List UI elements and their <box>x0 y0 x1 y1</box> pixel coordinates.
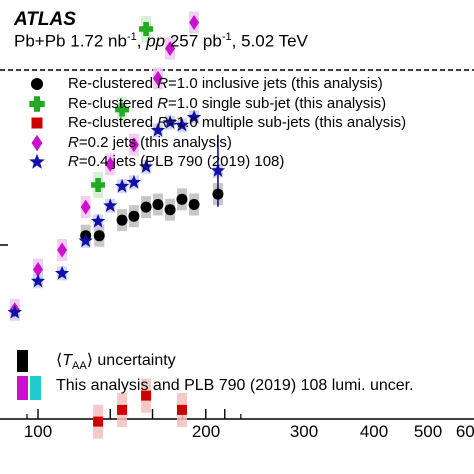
luminosity-label: Pb+Pb 1.72 nb-1, pp 257 pb-1, 5.02 TeV <box>14 31 308 52</box>
legend-text: =0.4 jets (PLB 790 (2019) 108) <box>78 153 285 170</box>
legend-entry-inclusive: Re-clustered R=1.0 inclusive jets (this … <box>68 75 383 92</box>
data-point-cross <box>139 22 154 36</box>
legend-var: R <box>157 75 169 92</box>
data-point-circle <box>164 204 176 216</box>
data-point-diamond <box>165 41 176 56</box>
energy-label: , 5.02 TeV <box>231 31 308 51</box>
data-point-square <box>93 416 104 427</box>
data-point-star <box>186 109 202 124</box>
taa-uncertainty-label: ⟨TAA⟩ uncertainty <box>56 352 176 375</box>
data-point-star <box>174 117 190 132</box>
lumi-separator: , <box>136 31 147 51</box>
data-point-circle <box>212 188 224 200</box>
lumi-uncertainty-box-cyan <box>30 376 41 400</box>
data-point-star <box>126 174 142 189</box>
data-point-circle <box>93 230 105 242</box>
legend-var: R <box>157 114 169 131</box>
taa-open: ⟨ <box>56 352 63 369</box>
data-point-diamond <box>128 137 139 153</box>
data-point-diamond <box>80 199 91 215</box>
data-point-square <box>141 390 152 401</box>
legend-var: R <box>68 153 79 170</box>
pbpb-lumi: Pb+Pb 1.72 nb <box>14 31 127 51</box>
taa-sub: AA <box>72 360 87 373</box>
legend-var: R <box>68 134 79 151</box>
taa-var: T <box>62 352 73 369</box>
data-point-diamond <box>57 242 68 258</box>
data-point-circle <box>128 210 140 222</box>
data-point-square <box>176 404 187 415</box>
data-point-star <box>30 273 46 288</box>
legend-marker-cross <box>29 96 45 112</box>
data-point-circle <box>140 201 152 213</box>
legend-text: =1.0 inclusive jets (this analysis) <box>168 75 383 92</box>
data-point-star <box>7 304 22 319</box>
pbpb-lumi-unit-exp: -1 <box>126 31 137 43</box>
data-point-square <box>117 404 128 415</box>
taa-close: ⟩ uncertainty <box>86 352 176 369</box>
data-point-star <box>103 198 118 212</box>
legend-text: =1.0 multiple sub-jets (this analysis) <box>168 114 407 131</box>
data-point-diamond <box>152 70 163 86</box>
legend-prefix: Re-clustered <box>68 114 158 131</box>
legend-entry-single-subjet: Re-clustered R=1.0 single sub-jet (this … <box>68 95 386 112</box>
pp-label: pp <box>146 31 166 51</box>
data-point-diamond <box>189 15 200 30</box>
data-point-star <box>150 122 166 137</box>
x-tick-label: 500 <box>413 422 443 441</box>
legend-marker-star <box>29 153 45 169</box>
data-point-circle <box>188 199 200 210</box>
taa-uncertainty-box <box>17 350 28 372</box>
x-tick-label: 400 <box>359 422 389 441</box>
legend-entry-multi-subjet: Re-clustered R=1.0 multiple sub-jets (th… <box>68 114 406 131</box>
x-tick-label: 300 <box>289 422 319 441</box>
data-point-star <box>162 115 178 129</box>
legend-marker-circle <box>30 77 44 91</box>
legend-entry-r04: R=0.4 jets (PLB 790 (2019) 108) <box>68 153 284 170</box>
data-point-star <box>78 233 93 247</box>
data-point-circle <box>176 193 188 205</box>
data-point-star <box>138 159 154 173</box>
data-point-circle <box>152 199 164 210</box>
legend-text: =0.2 jets (this analysis) <box>78 134 232 151</box>
legend-marker-diamond <box>31 134 43 152</box>
data-point-cross <box>115 102 130 117</box>
lumi-uncertainty-label: This analysis and PLB 790 (2019) 108 lum… <box>56 377 414 394</box>
legend-prefix: Re-clustered <box>68 95 158 112</box>
legend-prefix: Re-clustered <box>68 75 158 92</box>
data-point-star <box>55 265 70 280</box>
data-point-cross <box>91 178 106 192</box>
x-tick-label: 200 <box>191 422 221 441</box>
pp-lumi: 257 pb <box>165 31 222 51</box>
data-point-circle <box>116 214 128 226</box>
data-point-star <box>91 213 106 228</box>
data-point-diamond <box>33 262 43 277</box>
legend-text: =1.0 single sub-jet (this analysis) <box>168 95 387 112</box>
legend-marker-square <box>31 117 43 129</box>
pp-lumi-unit-exp: -1 <box>221 31 232 43</box>
legend-entry-r02: R=0.2 jets (this analysis) <box>68 134 232 151</box>
data-point-star <box>114 178 130 193</box>
x-tick-label: 100 <box>23 422 53 441</box>
data-point-star <box>210 163 226 177</box>
lumi-uncertainty-box-magenta <box>17 376 28 400</box>
x-tick-label: 600 <box>455 422 474 441</box>
data-point-diamond <box>105 156 116 172</box>
legend-var: R <box>157 95 169 112</box>
experiment-label: ATLAS <box>14 9 76 30</box>
